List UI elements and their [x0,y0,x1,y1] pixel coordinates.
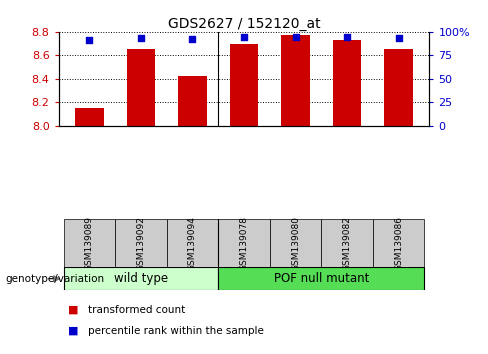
Text: GSM139089: GSM139089 [85,216,94,271]
Bar [218,219,270,267]
Bar [218,267,424,290]
Text: percentile rank within the sample: percentile rank within the sample [88,326,264,336]
Text: ■: ■ [68,326,79,336]
Bar [75,108,103,126]
Bar [321,219,373,267]
Bar [115,219,167,267]
Text: POF null mutant: POF null mutant [274,272,369,285]
Text: ■: ■ [68,305,79,315]
Text: transformed count: transformed count [88,305,185,315]
Bar [230,44,258,126]
Text: GSM139078: GSM139078 [240,216,248,271]
Text: genotype/variation: genotype/variation [5,274,104,284]
Bar [333,40,361,126]
Text: GSM139082: GSM139082 [343,216,351,271]
Bar [385,50,413,126]
Point [188,36,196,42]
Text: wild type: wild type [114,272,168,285]
Bar [178,76,206,126]
Bar [270,219,321,267]
Bar [64,267,218,290]
Point [343,35,351,40]
Point [292,34,300,39]
Text: GSM139080: GSM139080 [291,216,300,271]
Text: GSM139086: GSM139086 [394,216,403,271]
Text: GSM139092: GSM139092 [137,216,145,271]
Bar [373,219,424,267]
Text: GSM139094: GSM139094 [188,216,197,271]
Point [85,38,93,43]
Point [240,35,248,40]
Bar [282,35,310,126]
Bar [64,219,115,267]
Point [137,36,145,41]
Bar [167,219,218,267]
Point [395,36,403,41]
Title: GDS2627 / 152120_at: GDS2627 / 152120_at [168,17,320,31]
Bar [127,50,155,126]
